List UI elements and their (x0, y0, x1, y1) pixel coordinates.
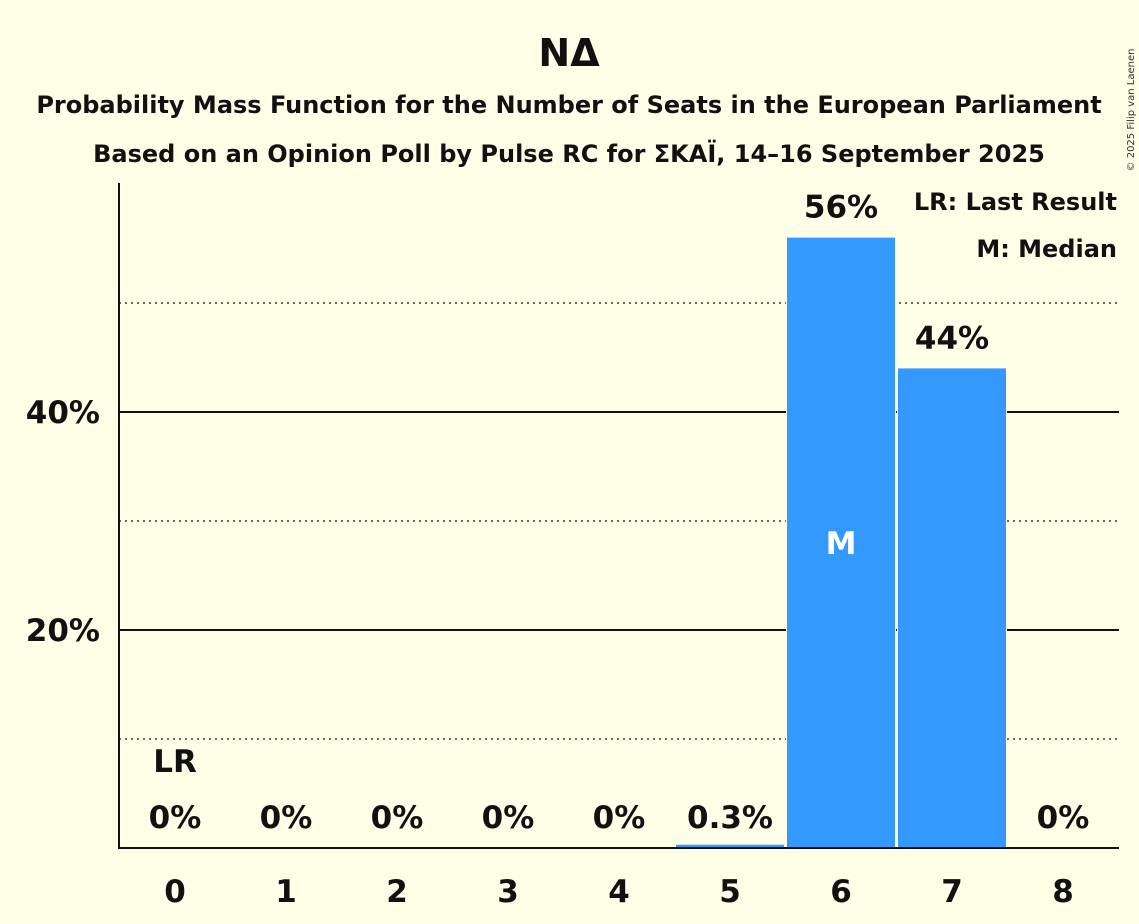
x-tick-labels: 0 1 2 3 4 5 6 7 8 (164, 874, 1074, 910)
bars (675, 236, 1007, 849)
data-label: 0% (1037, 800, 1090, 836)
x-tick-label: 2 (386, 874, 408, 910)
x-tick-label: 5 (719, 874, 741, 910)
chart-title: ΝΔ (538, 31, 600, 75)
x-tick-label: 0 (164, 874, 186, 910)
y-tick-label: 20% (26, 613, 100, 649)
y-tick-labels: 20% 40% (26, 395, 100, 649)
data-label: 56% (804, 190, 878, 226)
data-label: 0% (371, 800, 424, 836)
median-marker: M (826, 526, 857, 562)
data-labels: 0% LR 0% 0% 0% 0% 0.3% 56% M 44% 0% (149, 190, 1090, 836)
chart-subtitle-line-2: Based on an Opinion Poll by Pulse RC for… (93, 139, 1045, 168)
last-result-marker: LR (153, 744, 197, 780)
chart-subtitle-line-1: Probability Mass Function for the Number… (36, 91, 1101, 119)
x-tick-label: 3 (497, 874, 519, 910)
x-tick-label: 4 (608, 874, 630, 910)
data-label: 0% (593, 800, 646, 836)
data-label: 0% (482, 800, 535, 836)
legend-median: M: Median (976, 235, 1117, 263)
x-tick-label: 8 (1052, 874, 1074, 910)
legend-last-result: LR: Last Result (914, 188, 1117, 216)
data-label: 44% (915, 320, 989, 356)
data-label: 0.3% (687, 800, 773, 836)
data-label: 0% (260, 800, 313, 836)
bar (676, 844, 784, 848)
bar (787, 237, 895, 849)
x-tick-label: 7 (941, 874, 963, 910)
copyright-notice: © 2025 Filip van Laenen (1126, 49, 1137, 172)
bar (898, 368, 1006, 848)
y-tick-label: 40% (26, 395, 100, 431)
x-tick-label: 6 (830, 874, 852, 910)
x-tick-label: 1 (275, 874, 297, 910)
data-label: 0% (149, 800, 202, 836)
